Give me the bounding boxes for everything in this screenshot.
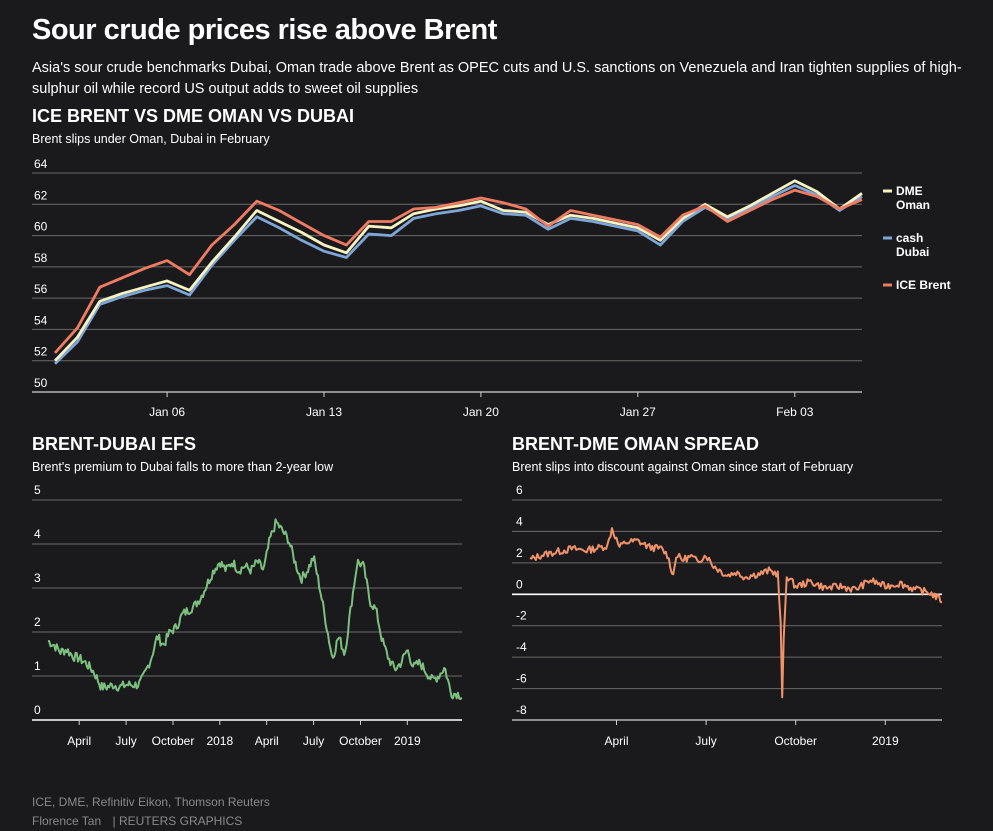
chart2-y-tick-label: 4 xyxy=(34,527,41,541)
headline: Sour crude prices rise above Brent xyxy=(32,14,497,46)
chart1-subtitle: Brent slips under Oman, Dubai in Februar… xyxy=(32,132,270,146)
chart1-x-tick-label: Jan 06 xyxy=(149,405,185,419)
chart1-title: ICE BRENT VS DME OMAN VS DUBAI xyxy=(32,106,355,126)
chart3-y-tick-label: 2 xyxy=(516,546,523,560)
chart2-y-tick-label: 2 xyxy=(34,615,41,629)
chart1-legend-label: Oman xyxy=(896,198,930,212)
chart3-x-tick-label: April xyxy=(604,734,628,748)
chart3-subtitle: Brent slips into discount against Oman s… xyxy=(512,460,854,474)
chart2-x-tick-label: July xyxy=(303,734,324,748)
agency-name: | REUTERS GRAPHICS xyxy=(112,814,243,828)
chart1-y-tick-label: 58 xyxy=(34,251,48,265)
chart2-y-tick-label: 1 xyxy=(34,659,41,673)
chart3-y-tick-label: -2 xyxy=(516,609,527,623)
source-note: ICE, DME, Refinitiv Eikon, Thomson Reute… xyxy=(32,795,270,809)
chart3-x-tick-label: 2019 xyxy=(872,734,899,748)
chart2-y-tick-label: 5 xyxy=(34,483,41,497)
chart1-x-tick-label: Jan 20 xyxy=(463,405,499,419)
chart1-series-line-1 xyxy=(54,184,863,365)
author-name: Florence Tan xyxy=(32,814,102,828)
chart3-y-tick-label: -6 xyxy=(516,672,527,686)
chart1-series-line-2 xyxy=(53,188,863,354)
chart1-y-tick-label: 62 xyxy=(34,188,48,202)
chart3-y-tick-label: 6 xyxy=(516,483,523,497)
chart3-y-tick-label: -8 xyxy=(516,703,527,717)
chart3-x-tick-label: October xyxy=(774,734,817,748)
chart2-x-tick-label: April xyxy=(255,734,279,748)
deck-text: Asia's sour crude benchmarks Dubai, Oman… xyxy=(32,60,962,97)
chart1-x-tick-label: Jan 27 xyxy=(620,405,656,419)
chart2-x-tick-label: April xyxy=(67,734,91,748)
chart2-subtitle: Brent's premium to Dubai falls to more t… xyxy=(32,460,334,474)
chart3-y-tick-label: 0 xyxy=(516,577,523,591)
chart1-legend-label: DME xyxy=(896,184,923,198)
chart2-x-tick-label: July xyxy=(115,734,136,748)
chart2-x-tick-label: 2018 xyxy=(206,734,233,748)
chart1-legend-label: cash xyxy=(896,231,923,245)
chart1-y-tick-label: 52 xyxy=(34,345,48,359)
chart3-y-tick-label: 4 xyxy=(516,514,523,528)
chart1-x-tick-label: Feb 03 xyxy=(776,405,814,419)
chart2-x-tick-label: October xyxy=(339,734,382,748)
chart3-y-tick-label: -4 xyxy=(516,640,527,654)
chart1-legend-label: ICE Brent xyxy=(896,278,951,292)
chart2-y-tick-label: 3 xyxy=(34,571,41,585)
chart1-y-tick-label: 54 xyxy=(34,313,48,327)
chart2-title: BRENT-DUBAI EFS xyxy=(32,434,197,454)
chart1-series-line-0 xyxy=(53,179,863,362)
chart1-x-tick-label: Jan 13 xyxy=(306,405,342,419)
chart1-legend-label: Dubai xyxy=(896,245,929,259)
chart1-y-tick-label: 64 xyxy=(34,157,48,171)
chart1-y-tick-label: 50 xyxy=(34,376,48,390)
chart3-spread-line xyxy=(529,527,943,699)
chart2-efs-line xyxy=(47,518,463,701)
chart1-y-tick-label: 56 xyxy=(34,282,48,296)
chart2-y-tick-label: 0 xyxy=(34,703,41,717)
chart3-x-tick-label: July xyxy=(695,734,716,748)
credit-line: Florence Tan | REUTERS GRAPHICS xyxy=(32,814,242,828)
chart2-x-tick-label: October xyxy=(152,734,195,748)
chart1-y-tick-label: 60 xyxy=(34,220,48,234)
chart2-x-tick-label: 2019 xyxy=(394,734,421,748)
chart3-title: BRENT-DME OMAN SPREAD xyxy=(512,434,760,454)
